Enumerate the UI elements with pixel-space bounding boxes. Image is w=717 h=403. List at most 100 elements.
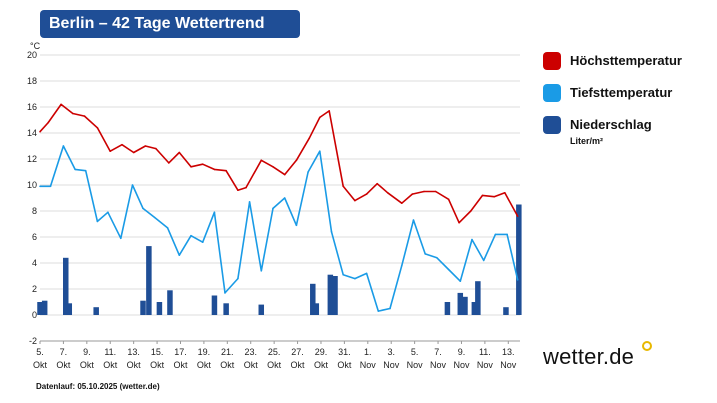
precip-bar	[223, 303, 229, 315]
legend-swatch-low	[543, 84, 561, 102]
low-temp-line-point	[260, 270, 263, 272]
precip-bar	[475, 281, 481, 315]
y-tick-label: 6	[32, 232, 37, 242]
x-tick-label-day: 5.	[36, 347, 44, 357]
high-temp-line-point	[144, 145, 147, 147]
y-tick-label: -2	[29, 336, 37, 346]
high-temp-line-point	[376, 182, 378, 185]
low-temp-line-point	[412, 219, 415, 221]
x-tick-label-day: 21.	[221, 347, 234, 357]
x-tick-label-day: 5.	[411, 347, 419, 357]
brand-logo: wetter.de	[543, 344, 635, 369]
x-tick-label-month: Okt	[197, 360, 212, 370]
high-temp-line-point	[503, 192, 506, 194]
low-temp-line-point	[190, 234, 192, 237]
x-tick-label-month: Okt	[314, 360, 329, 370]
precip-bar	[258, 304, 265, 315]
low-temp-line-point	[213, 211, 216, 214]
high-temp-line-point	[481, 194, 484, 197]
x-tick-label-month: Okt	[220, 360, 235, 370]
x-tick-label-month: Okt	[267, 360, 282, 370]
low-temp-line-point	[142, 207, 144, 210]
low-temp-line-point	[482, 259, 485, 262]
low-temp-line-point	[201, 241, 204, 243]
high-temp-line-point	[96, 127, 99, 129]
high-temp-line-point	[132, 151, 135, 154]
high-temp-line-point	[60, 103, 62, 106]
x-tick-label-day: 31.	[338, 347, 351, 357]
precip-bar	[332, 276, 338, 315]
x-tick-label-day: 7.	[434, 347, 442, 357]
x-tick-label-day: 25.	[268, 347, 281, 357]
low-temp-line-point	[330, 231, 333, 233]
y-tick-label: 12	[27, 154, 37, 164]
high-temp-line-point	[423, 190, 425, 193]
y-tick-label: 16	[27, 102, 37, 112]
legend-label-precip: Niederschlag	[570, 117, 652, 132]
high-temp-line-point	[434, 190, 437, 193]
x-tick-label-day: 3.	[387, 347, 395, 357]
legend-swatch-precip	[543, 116, 561, 134]
y-unit-label: °C	[30, 41, 41, 51]
high-temp-line-point	[39, 130, 41, 133]
x-tick-label-month: Okt	[80, 360, 95, 370]
x-tick-label-day: 1.	[364, 347, 372, 357]
low-temp-line-point	[74, 168, 76, 171]
low-temp-line-point	[459, 280, 462, 283]
high-temp-line-point	[411, 193, 414, 195]
precip-bar	[327, 274, 334, 315]
low-temp-line-point	[283, 197, 286, 199]
low-temp-line-point	[237, 277, 239, 280]
precip-bar	[471, 302, 478, 315]
high-temp-line-point	[213, 168, 216, 171]
x-tick-label-day: 7.	[60, 347, 68, 357]
low-temp-line-point	[62, 145, 65, 147]
high-temp-line-point	[342, 185, 345, 188]
x-tick-label-month: Nov	[430, 360, 447, 370]
low-temp-line-point	[295, 224, 298, 227]
precip-bar	[66, 303, 73, 315]
high-temp-line	[39, 103, 519, 224]
precip-bar	[503, 307, 509, 315]
high-temp-line-point	[47, 121, 49, 124]
y-tick-label: 14	[27, 128, 37, 138]
high-temp-line-point	[245, 186, 247, 189]
x-tick-label-day: 11.	[104, 347, 116, 357]
low-temp-line-point	[377, 310, 380, 312]
low-temp-line-point	[248, 201, 251, 203]
x-tick-label-day: 11.	[479, 347, 491, 357]
low-temp-line-point	[178, 254, 181, 256]
low-temp-line-point	[49, 185, 52, 188]
high-temp-line-point	[178, 151, 181, 154]
high-temp-line-point	[71, 112, 74, 115]
high-temp-line-point	[458, 221, 460, 224]
high-temp-line-point	[201, 163, 204, 165]
high-temp-line-point	[83, 115, 86, 117]
high-temp-line-point	[283, 173, 286, 176]
precip-bar	[63, 257, 69, 315]
precip-bar	[37, 302, 43, 315]
chart-title: Berlin – 42 Tage Wettertrend	[40, 10, 300, 38]
y-tick-label: 2	[32, 284, 37, 294]
x-tick-label-day: 17.	[174, 347, 187, 357]
precip-bar	[313, 303, 320, 315]
low-temp-line-point	[506, 233, 508, 236]
x-tick-label-month: Nov	[477, 360, 494, 370]
x-tick-label-month: Okt	[127, 360, 142, 370]
precip-bar	[93, 307, 99, 315]
high-temp-line-point	[237, 189, 239, 191]
low-temp-line-point	[153, 216, 156, 219]
x-tick-label-month: Nov	[453, 360, 470, 370]
high-temp-line-point	[386, 192, 389, 194]
x-tick-label-day: 19.	[198, 347, 211, 357]
x-tick-label-day: 29.	[315, 347, 328, 357]
x-tick-label-month: Okt	[337, 360, 352, 370]
high-temp-line-point	[109, 150, 112, 152]
x-tick-label-day: 13.	[502, 347, 515, 357]
low-temp-line-point	[224, 292, 226, 294]
high-temp-line-point	[328, 110, 330, 112]
high-temp-line-point	[260, 159, 263, 162]
low-temp-line-point	[494, 233, 497, 236]
x-tick-label-month: Okt	[244, 360, 259, 370]
